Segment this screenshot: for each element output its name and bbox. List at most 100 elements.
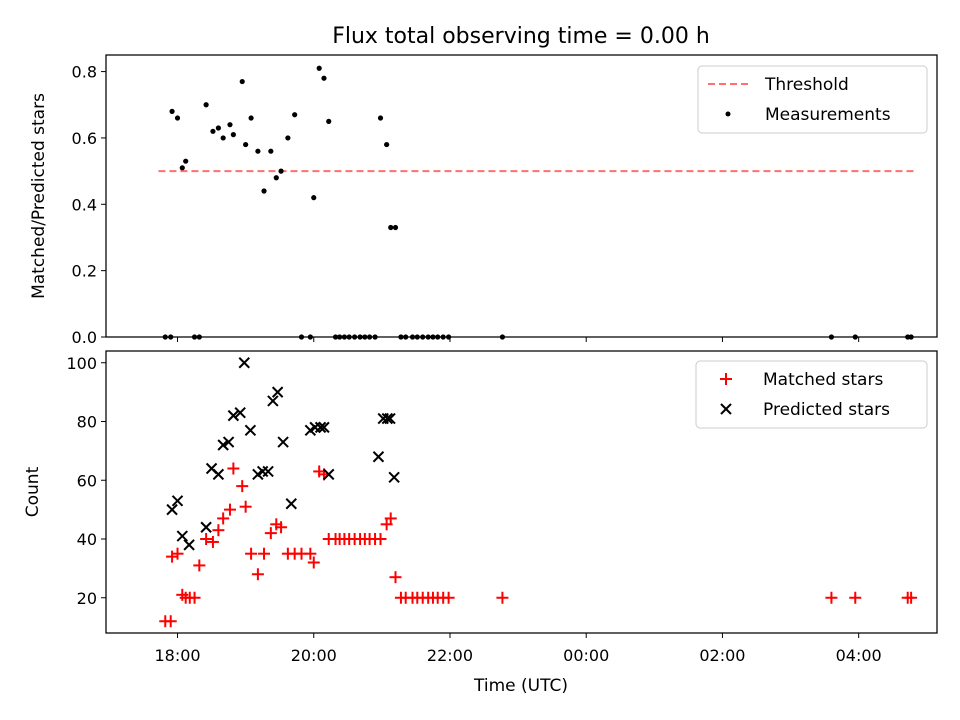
predicted-star-point (372, 451, 385, 463)
top-y-tick-label: 0.2 (72, 262, 97, 281)
measurement-point (248, 115, 254, 121)
predicted-star-point (166, 503, 178, 516)
predicted-star-stroke (244, 424, 257, 437)
predicted-legend-marker (720, 403, 732, 415)
predicted-star-point (381, 412, 394, 425)
measurement-point (388, 224, 394, 231)
predicted-star-point (388, 471, 400, 484)
x-tick-label: 20:00 (291, 646, 337, 665)
measurements-legend-marker (725, 111, 731, 117)
measurement-point (183, 158, 189, 164)
measurement-point (377, 115, 384, 121)
x-tick-label: 00:00 (563, 646, 609, 665)
predicted-star-point (212, 468, 225, 481)
top-legend-box (697, 65, 928, 134)
predicted-star-stroke (381, 412, 394, 425)
top-legend: Threshold Measurements (697, 65, 928, 134)
predicted-star-stroke (176, 530, 188, 542)
predicted-star-point (271, 386, 284, 398)
predicted-star-stroke (183, 539, 195, 551)
predicted-star-stroke (318, 421, 330, 434)
predicted-star-stroke (271, 386, 284, 398)
matched-star-point (389, 571, 402, 584)
predicted-star-point (244, 424, 257, 437)
top-y-tick-label: 0.0 (72, 328, 97, 347)
predicted-legend-label: Predicted stars (763, 400, 890, 420)
matched-star-point (251, 568, 264, 581)
top-y-tick-label: 0.4 (72, 195, 97, 214)
bottom-y-tick-label: 60 (77, 471, 97, 490)
matched-star-point (206, 535, 219, 548)
predicted-star-point (262, 465, 274, 478)
measurement-point (174, 115, 181, 121)
predicted-star-point (277, 436, 289, 448)
x-tick-label: 18:00 (154, 646, 200, 665)
measurement-point (239, 78, 245, 85)
predicted-star-point (176, 530, 188, 542)
predicted-star-stroke (227, 409, 240, 422)
bottom-y-tick-label: 40 (77, 530, 97, 549)
measurement-point (261, 188, 267, 194)
predicted-star-stroke (262, 465, 274, 478)
predicted-star-stroke (166, 503, 178, 516)
matched-star-point (223, 503, 236, 516)
predicted-star-stroke (384, 412, 396, 425)
measurement-point (278, 168, 284, 174)
x-tick-label: 04:00 (836, 646, 882, 665)
matched-star-point (304, 547, 317, 560)
measurement-point (255, 148, 261, 154)
bottom-panel: 20 40 60 80 100 18:00 20:00 22:00 00:00 02:00 04:0… (23, 350, 938, 696)
threshold-legend-label: Threshold (764, 75, 849, 95)
predicted-star-point (314, 421, 327, 434)
measurement-point (392, 224, 399, 231)
predicted-star-stroke (238, 357, 250, 369)
measurement-point (210, 128, 216, 134)
matched-star-point (849, 591, 862, 604)
matched-star-point (905, 591, 918, 604)
predicted-star-point (227, 409, 240, 422)
matched-star-point (307, 556, 320, 569)
predicted-star-point (234, 406, 246, 419)
measurement-point (227, 122, 233, 128)
x-axis-label: Time (UTC) (473, 676, 568, 696)
matched-legend-label: Matched stars (763, 370, 883, 390)
matched-star-point (188, 591, 201, 604)
predicted-star-stroke (285, 498, 297, 510)
matched-star-point (193, 559, 206, 572)
measurement-point (321, 75, 327, 81)
predicted-star-stroke (171, 495, 184, 507)
matched-star-point (384, 512, 397, 525)
matched-star-point (200, 533, 213, 545)
predicted-star-point (217, 439, 229, 451)
predicted-star-stroke (212, 468, 225, 481)
predicted-star-stroke (222, 436, 235, 448)
bottom-y-tick-label: 80 (77, 413, 97, 432)
matched-star-point (227, 462, 240, 475)
matched-star-point (275, 521, 288, 534)
predicted-star-point (384, 412, 396, 425)
bottom-legend: Matched stars Predicted stars (695, 360, 928, 429)
predicted-star-point (222, 436, 235, 448)
top-plot-frame (105, 54, 938, 338)
measurement-point (285, 135, 291, 141)
predicted-star-stroke (277, 436, 289, 448)
predicted-star-stroke (234, 406, 246, 419)
measurement-point (169, 108, 175, 114)
bottom-y-tick-label: 100 (66, 354, 97, 373)
predicted-star-stroke (323, 468, 335, 481)
predicted-star-point (267, 395, 279, 407)
matched-star-point (374, 533, 387, 545)
matched-star-point (217, 512, 230, 525)
measurements-legend-label: Measurements (765, 105, 891, 125)
predicted-star-point (318, 421, 330, 434)
matched-star-point (264, 527, 277, 540)
matched-star-point (164, 615, 177, 628)
measurement-point (215, 125, 221, 131)
measurement-point (273, 175, 279, 181)
matched-star-point (825, 591, 838, 604)
predicted-star-point (323, 468, 335, 481)
measurement-point (220, 135, 226, 141)
predicted-star-stroke (372, 451, 385, 463)
measurement-point (243, 141, 249, 148)
